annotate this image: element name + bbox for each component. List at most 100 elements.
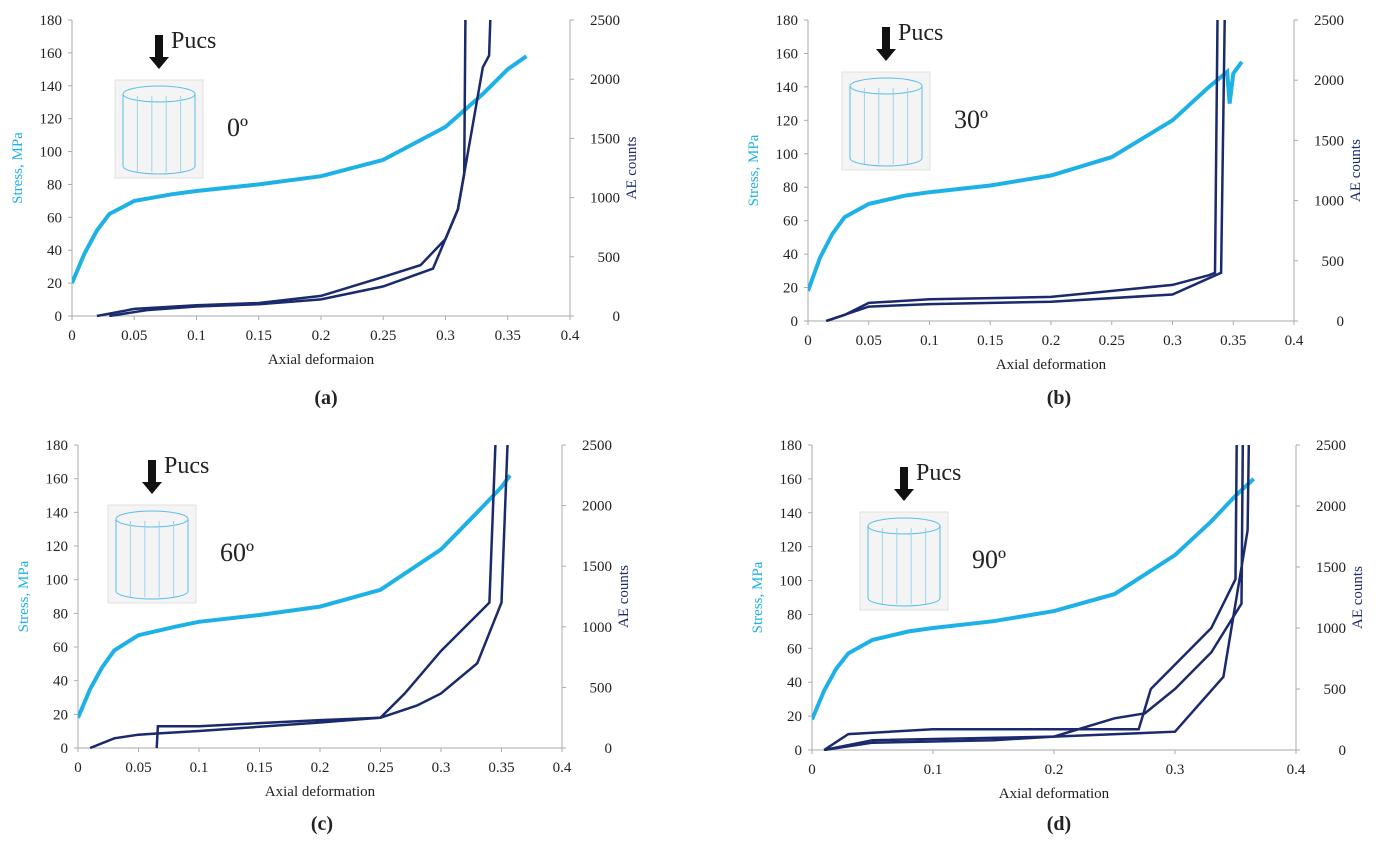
y-tick-label: 60 <box>53 640 68 656</box>
ae-line <box>109 19 492 317</box>
x-tick-label: 0 <box>804 333 812 349</box>
y-tick-label: 100 <box>776 147 799 163</box>
y2-tick-label: 2500 <box>1316 438 1346 454</box>
load-arrow <box>876 27 896 61</box>
y-tick-label: 100 <box>780 574 803 590</box>
y-tick-label: 180 <box>780 438 803 454</box>
x-tick-label: 0 <box>808 762 816 778</box>
y2-tick-label: 500 <box>590 680 613 696</box>
x-tick-label: 0.3 <box>436 328 455 344</box>
x-tick-label: 0.2 <box>312 328 331 344</box>
x-tick-label: 0.05 <box>125 760 151 776</box>
y-tick-label: 20 <box>47 276 62 292</box>
y-tick-label: 100 <box>40 145 63 161</box>
y2-tick-label: 0 <box>605 741 613 757</box>
stress-line <box>78 474 512 719</box>
x-tick-label: 0.15 <box>246 760 272 776</box>
y2-tick-label: 2000 <box>590 72 620 88</box>
y-axis-title: Stress, MPa <box>10 132 26 204</box>
x-tick-label: 0.05 <box>121 328 147 344</box>
angle-label: 90º <box>972 545 1006 574</box>
y2-tick-label: 2500 <box>582 438 612 454</box>
x-tick-label: 0.3 <box>432 760 451 776</box>
y2-tick-label: 1500 <box>1314 133 1344 149</box>
y2-tick-label: 1500 <box>582 559 612 575</box>
y-tick-label: 0 <box>55 309 63 325</box>
x-tick-label: 0.25 <box>370 328 396 344</box>
y-tick-label: 80 <box>783 180 798 196</box>
x-tick-label: 0.35 <box>488 760 514 776</box>
y2-tick-label: 1500 <box>1316 560 1346 576</box>
x-axis-title: Axial deformation <box>265 784 376 800</box>
load-arrow <box>142 460 162 494</box>
x-tick-label: 0.1 <box>920 333 939 349</box>
y2-tick-label: 0 <box>1339 743 1347 759</box>
stress-line <box>808 60 1244 292</box>
icon-frame <box>114 79 204 179</box>
y2-axis-title: AE counts <box>624 136 640 199</box>
y2-tick-label: 500 <box>1322 254 1345 270</box>
y2-tick-label: 500 <box>598 250 621 266</box>
angle-label: 0º <box>227 113 248 142</box>
y-tick-label: 60 <box>783 214 798 230</box>
x-tick-label: 0.35 <box>1220 333 1246 349</box>
ae-line <box>823 444 1238 751</box>
y2-tick-label: 500 <box>1324 682 1347 698</box>
y2-tick-label: 1500 <box>590 131 620 147</box>
x-tick-label: 0.4 <box>1285 333 1304 349</box>
y-tick-label: 180 <box>46 438 69 454</box>
x-tick-label: 0.4 <box>553 760 572 776</box>
x-tick-label: 0.25 <box>1099 333 1125 349</box>
icon-body <box>867 526 941 607</box>
stress-line <box>812 477 1256 721</box>
y-tick-label: 140 <box>780 506 803 522</box>
panel-label: (b) <box>1047 387 1071 409</box>
x-tick-label: 0.3 <box>1163 333 1182 349</box>
y-tick-label: 120 <box>780 540 803 556</box>
load-arrow <box>894 467 914 501</box>
y-tick-label: 160 <box>776 46 799 62</box>
load-label: Pucs <box>916 460 961 486</box>
y-axis-title: Stress, MPa <box>750 561 766 633</box>
ae-line <box>823 444 1245 751</box>
y-tick-label: 160 <box>40 46 63 62</box>
y-tick-label: 40 <box>783 247 798 263</box>
icon-body <box>115 519 189 600</box>
y-tick-label: 60 <box>47 210 62 226</box>
y-tick-label: 60 <box>787 641 802 657</box>
load-arrow <box>149 35 169 69</box>
y-axis-title: Stress, MPa <box>746 134 762 206</box>
x-tick-label: 0 <box>68 328 76 344</box>
ae-line <box>825 19 1226 322</box>
y-tick-label: 0 <box>795 743 803 759</box>
y-tick-label: 120 <box>776 113 799 129</box>
y-tick-label: 100 <box>46 573 69 589</box>
y-tick-label: 40 <box>47 243 62 259</box>
x-tick-label: 0.4 <box>1287 762 1306 778</box>
y2-axis-title: AE counts <box>1350 566 1366 629</box>
y-tick-label: 160 <box>780 472 803 488</box>
y-tick-label: 40 <box>53 674 68 690</box>
y2-tick-label: 2500 <box>590 13 620 29</box>
x-axis-title: Axial deformation <box>996 357 1107 373</box>
load-label: Pucs <box>171 28 216 54</box>
y2-tick-label: 2000 <box>1314 73 1344 89</box>
icon-frame <box>859 511 949 611</box>
y2-tick-label: 0 <box>1337 314 1345 330</box>
y2-tick-label: 2000 <box>582 499 612 515</box>
y-tick-label: 140 <box>776 80 799 96</box>
load-label: Pucs <box>164 453 209 479</box>
ae-line <box>155 444 509 749</box>
x-tick-label: 0.2 <box>311 760 330 776</box>
y2-tick-label: 1000 <box>590 191 620 207</box>
angle-label: 60º <box>220 538 254 567</box>
x-axis-title: Axial deformaion <box>268 352 375 368</box>
y2-tick-label: 1000 <box>1316 621 1346 637</box>
y2-tick-label: 1000 <box>1314 194 1344 210</box>
x-tick-label: 0.15 <box>977 333 1003 349</box>
x-tick-label: 0.1 <box>187 328 206 344</box>
x-axis-title: Axial deformation <box>999 786 1110 802</box>
x-tick-label: 0.3 <box>1166 762 1185 778</box>
y-tick-label: 20 <box>783 281 798 297</box>
